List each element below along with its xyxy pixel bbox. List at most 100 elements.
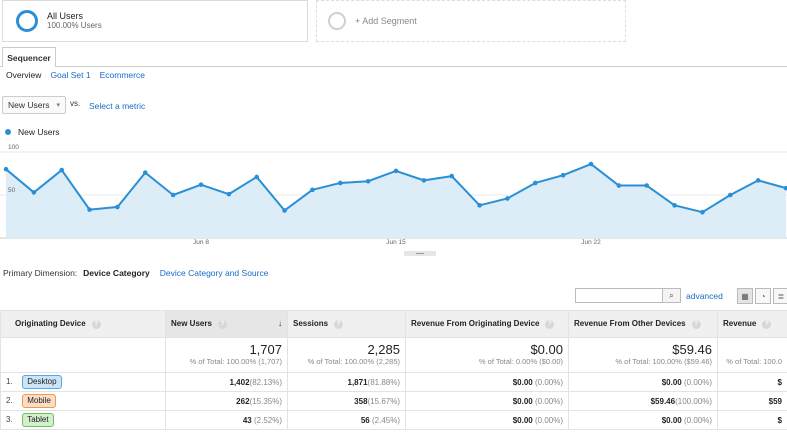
data-point <box>310 187 315 193</box>
row-revenue-originating-pct: (0.00%) <box>534 396 563 406</box>
data-point <box>644 183 650 188</box>
row-number: 2. <box>6 396 13 405</box>
segment-text: All Users 100.00% Users <box>47 11 102 31</box>
data-point <box>532 180 538 186</box>
row-revenue-value: $ <box>777 415 782 425</box>
series-area <box>6 164 786 238</box>
table-search-input[interactable] <box>575 288 663 303</box>
help-icon[interactable]: ? <box>691 319 701 329</box>
metric-dropdown[interactable]: New Users ▾ <box>2 96 66 114</box>
totals-sessions: 2,285 % of Total: 100.00% (2,285) <box>287 337 406 373</box>
row-revenue-other: $0.00 (0.00%) <box>568 372 718 392</box>
row-number: 3. <box>6 415 13 424</box>
row-revenue-other-value: $0.00 <box>661 377 682 387</box>
row-device-cell: 2. Mobile <box>0 391 166 411</box>
data-point <box>31 190 37 195</box>
search-icon[interactable]: ⌕ <box>663 288 681 303</box>
row-new-users-pct: (82.13%) <box>249 377 282 387</box>
chart-resize-handle[interactable] <box>404 251 436 256</box>
totals-revenue-originating: $0.00 % of Total: 0.00% ($0.00) <box>405 337 569 373</box>
data-point <box>700 209 705 215</box>
device-pill-tablet[interactable]: Tablet <box>22 413 54 427</box>
totals-revenue-originating-sub: % of Total: 0.00% ($0.00) <box>478 357 563 366</box>
primary-dimension-bar: Primary Dimension: Device Category Devic… <box>3 268 268 278</box>
data-point <box>282 208 287 213</box>
totals-revenue-value <box>723 343 782 357</box>
data-point <box>477 203 482 208</box>
help-icon[interactable]: ? <box>91 319 101 329</box>
header-sessions[interactable]: Sessions? <box>287 310 406 338</box>
totals-new-users-value: 1,707 <box>249 342 282 357</box>
data-point <box>783 185 787 191</box>
help-icon[interactable]: ? <box>217 319 227 329</box>
row-sessions-pct: (2.45%) <box>371 415 400 425</box>
data-point <box>115 204 120 210</box>
report-subtabs: Overview Goal Set 1 Ecommerce <box>6 70 145 80</box>
header-revenue[interactable]: Revenue? <box>717 310 787 338</box>
data-point <box>672 203 677 208</box>
data-point <box>198 182 204 187</box>
row-sessions-value: 1,871 <box>347 377 368 387</box>
totals-new-users: 1,707 % of Total: 100.00% (1,707) <box>165 337 288 373</box>
data-point <box>560 172 566 178</box>
help-icon[interactable]: ? <box>545 319 555 329</box>
row-device-cell: 1. Desktop <box>0 372 166 392</box>
primary-dimension-alternate-link[interactable]: Device Category and Source <box>159 268 269 278</box>
help-icon[interactable]: ? <box>762 319 772 329</box>
data-point <box>170 192 176 198</box>
header-revenue-originating[interactable]: Revenue From Originating Device? <box>405 310 569 338</box>
row-revenue-value: $59 <box>768 396 782 406</box>
primary-dimension-label: Primary Dimension: <box>3 268 78 278</box>
row-device-cell: 3. Tablet <box>0 410 166 430</box>
data-point <box>393 168 399 174</box>
x-tick-label: Jun 8 <box>193 239 209 246</box>
row-sessions-value: 358 <box>354 396 368 406</box>
row-revenue-originating: $0.00 (0.00%) <box>405 410 569 430</box>
table-view-bars-icon[interactable]: ≣ <box>773 288 787 304</box>
segment-all-users[interactable]: All Users 100.00% Users <box>2 0 308 42</box>
advanced-filter-link[interactable]: advanced <box>686 291 723 301</box>
row-revenue-other-pct: (100.00%) <box>675 396 712 406</box>
header-originating-device-label: Originating Device <box>15 319 86 329</box>
subtab-ecommerce[interactable]: Ecommerce <box>99 70 145 80</box>
segment-circle-icon <box>16 10 38 32</box>
header-sessions-label: Sessions <box>293 319 329 329</box>
row-revenue-originating: $0.00 (0.00%) <box>405 391 569 411</box>
row-new-users: 1,402(82.13%) <box>165 372 288 392</box>
header-new-users[interactable]: New Users? ↓ <box>165 310 288 338</box>
row-new-users: 262(15.35%) <box>165 391 288 411</box>
row-revenue-originating-value: $0.00 <box>512 415 533 425</box>
header-new-users-group: New Users? <box>171 319 227 329</box>
device-pill-mobile[interactable]: Mobile <box>22 394 56 408</box>
table-view-grid-icon[interactable]: ▦ <box>737 288 753 304</box>
tab-divider <box>0 66 787 67</box>
row-revenue-originating-pct: (0.00%) <box>534 415 563 425</box>
data-point <box>449 173 455 179</box>
row-revenue-originating-pct: (0.00%) <box>534 377 563 387</box>
table-header-row: Originating Device? New Users? ↓ Session… <box>0 310 787 338</box>
subtab-goal-set[interactable]: Goal Set 1 <box>50 70 91 80</box>
subtab-overview[interactable]: Overview <box>6 70 42 80</box>
row-revenue-other-pct: (0.00%) <box>683 377 712 387</box>
primary-dimension-active: Device Category <box>83 268 150 278</box>
add-segment-button[interactable]: + Add Segment <box>316 0 626 42</box>
row-sessions-value: 56 <box>360 415 370 425</box>
row-new-users-value: 43 <box>242 415 252 425</box>
table-view-pie-icon[interactable]: ◔ <box>755 288 771 304</box>
help-icon[interactable]: ? <box>334 319 344 329</box>
header-new-users-label: New Users <box>171 319 212 329</box>
row-new-users: 43 (2.52%) <box>165 410 288 430</box>
row-sessions-pct: (81.88%) <box>367 377 400 387</box>
table-view-toggles: ▦ ◔ ≣ <box>735 288 787 304</box>
vs-label: vs. <box>70 99 81 108</box>
device-pill-desktop[interactable]: Desktop <box>22 375 62 389</box>
header-originating-device[interactable]: Originating Device? <box>0 310 166 338</box>
select-metric-link[interactable]: Select a metric <box>89 101 146 111</box>
header-revenue-other[interactable]: Revenue From Other Devices? <box>568 310 718 338</box>
data-point <box>755 178 761 183</box>
tab-sequencer[interactable]: Sequencer <box>2 47 56 68</box>
header-new-users-inner: New Users? ↓ <box>171 319 282 329</box>
header-revenue-other-label: Revenue From Other Devices <box>574 319 686 329</box>
row-sessions: 1,871(81.88%) <box>287 372 406 392</box>
totals-revenue-sub: % of Total: 100.0 <box>726 357 782 366</box>
